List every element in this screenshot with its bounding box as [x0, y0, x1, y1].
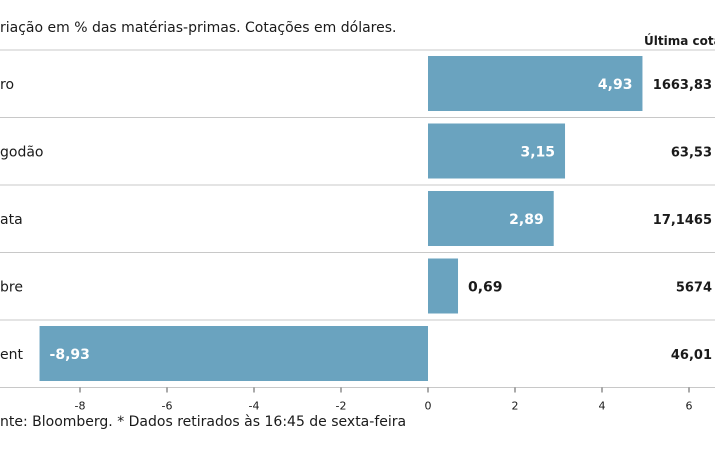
value-label: -8,93 — [50, 347, 90, 363]
value-label: 2,89 — [509, 212, 544, 228]
labels-layer: ro 4,93 1663,83 godão 3,15 63,53 ata 2,89 17,146… — [0, 77, 712, 363]
x-axis: -8 -6 -4 -2 0 2 4 6 — [75, 387, 693, 413]
category-label: bre — [0, 279, 23, 295]
value-label: 0,69 — [468, 279, 503, 295]
category-label: ro — [0, 77, 14, 93]
last-quote-value: 17,1465 — [653, 213, 712, 228]
last-quote-value: 63,53 — [671, 145, 712, 160]
last-quote-value: 5674 — [676, 280, 712, 295]
last-quote-value: 46,01 — [671, 348, 712, 363]
last-quote-value: 1663,83 — [653, 78, 712, 93]
bar-3 — [428, 191, 554, 246]
bar-2 — [428, 123, 566, 179]
value-label: 3,15 — [520, 144, 555, 160]
x-tick-label: -6 — [162, 400, 173, 413]
x-tick-label: -4 — [249, 400, 260, 413]
category-label: ata — [0, 212, 23, 228]
category-label: ent — [0, 347, 23, 363]
bar-5 — [39, 326, 429, 381]
bars-layer — [39, 56, 643, 381]
x-tick-label: 0 — [425, 400, 432, 413]
x-tick-label: -8 — [75, 400, 86, 413]
grid-layer — [0, 49, 715, 388]
x-tick-label: 4 — [599, 400, 606, 413]
bar-1 — [428, 56, 643, 111]
category-label: godão — [0, 144, 43, 160]
x-tick-label: -2 — [336, 400, 347, 413]
value-label: 4,93 — [598, 77, 633, 93]
source-note: nte: Bloomberg. * Dados retirados às 16:… — [0, 414, 406, 430]
last-quote-header: Última cotaç — [644, 33, 715, 48]
chart-title: riação em % das matérias-primas. Cotaçõe… — [0, 20, 396, 36]
x-tick-label: 2 — [512, 400, 519, 413]
bar-4 — [428, 258, 459, 314]
x-tick-label: 6 — [686, 400, 693, 413]
